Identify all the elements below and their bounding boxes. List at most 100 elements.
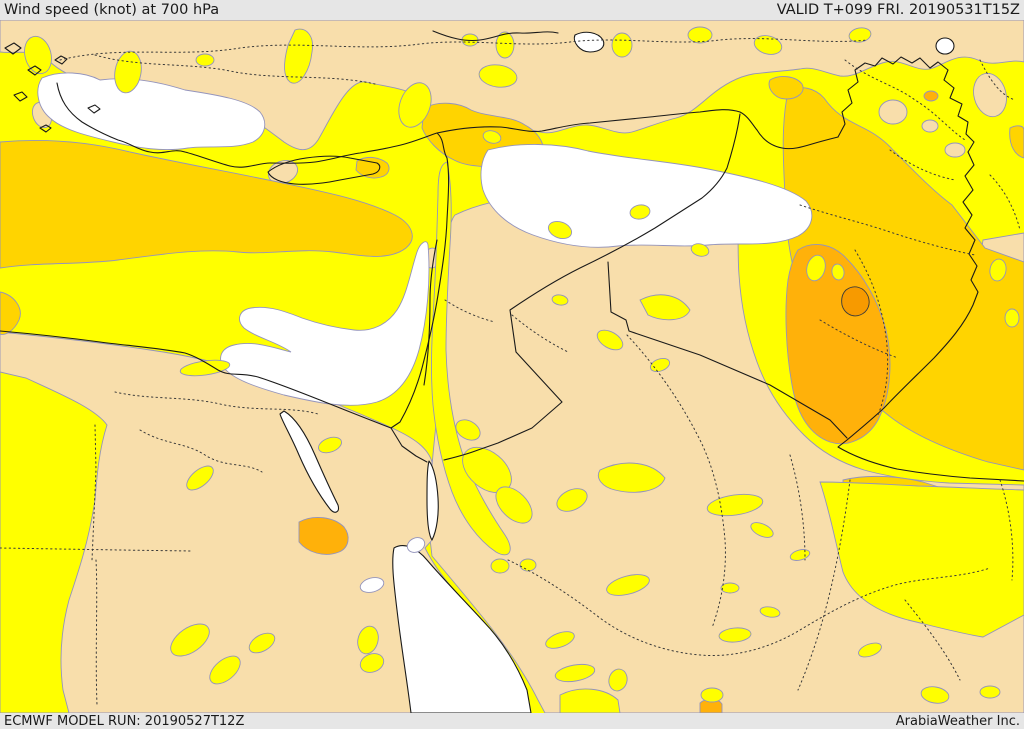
gold-west-mediterranean xyxy=(0,140,413,269)
yellow-spot xyxy=(554,663,596,683)
dotted-egypt-1 xyxy=(91,424,98,706)
yellow-hole xyxy=(806,254,826,282)
yellow-spot xyxy=(195,53,215,67)
yellow-spot xyxy=(284,28,313,84)
map-title: Wind speed (knot) at 700 hPa xyxy=(4,2,220,18)
yellow-spot xyxy=(519,558,537,572)
yellow-spot xyxy=(848,27,872,43)
yellow-hole xyxy=(482,130,502,144)
coastline-cyprus xyxy=(267,155,381,185)
dotted-levant xyxy=(444,299,569,353)
coastline-black-sea xyxy=(432,30,559,42)
white-red-sea xyxy=(392,545,532,713)
wind-speed-map xyxy=(0,20,1024,713)
yellow-spot xyxy=(179,359,231,377)
yellow-spot xyxy=(186,465,214,491)
yellow-spot xyxy=(24,35,52,75)
white-spot-nile xyxy=(406,537,426,553)
dotted-turkey-2 xyxy=(94,54,376,85)
yellow-spot xyxy=(750,522,774,538)
orange-tiny-spot xyxy=(923,90,939,102)
dotted-iran-2 xyxy=(889,59,1021,231)
yellow-spot xyxy=(209,655,241,685)
dotted-saudi-3 xyxy=(789,454,851,691)
yellow-libya-edge xyxy=(0,371,108,713)
yellow-spot xyxy=(551,294,569,306)
dotted-turkey-1 xyxy=(59,38,869,61)
white-spot xyxy=(359,577,385,593)
white-gulf-of-aqaba xyxy=(426,460,439,541)
yellow-cluster xyxy=(495,486,533,524)
gold-patch xyxy=(768,76,804,100)
yellow-spot xyxy=(490,558,510,574)
map-canvas xyxy=(0,20,1024,713)
coastline-aegean-islands xyxy=(4,42,101,133)
yellow-spot xyxy=(398,82,432,128)
yellow-spot xyxy=(989,258,1007,282)
yellow-spot xyxy=(545,631,575,649)
yellow-spot xyxy=(979,685,1001,699)
yellow-saudi-southeast xyxy=(819,481,1024,638)
yellow-spot xyxy=(596,329,624,351)
dotted-iran-3 xyxy=(799,204,976,256)
border-israel-egypt xyxy=(390,427,428,463)
yellow-spot xyxy=(608,668,628,692)
border-caucasus xyxy=(837,56,975,153)
yellow-spot xyxy=(753,35,783,55)
yellow-spot xyxy=(1004,308,1020,328)
dotted-iran-4 xyxy=(819,249,899,416)
yellow-spot xyxy=(318,436,342,454)
yellow-spot xyxy=(759,606,781,618)
yellow-spot xyxy=(629,204,651,220)
yellow-spot xyxy=(789,549,811,561)
white-east-mediterranean xyxy=(220,241,430,406)
border-turkey-south xyxy=(436,109,839,150)
yellow-spot xyxy=(687,26,713,44)
tan-patch xyxy=(944,142,966,158)
coastline-mediterranean xyxy=(0,82,450,429)
yellow-spot xyxy=(700,687,724,703)
tan-patch xyxy=(921,119,939,133)
border-saudi-iraq xyxy=(607,261,848,439)
border-syria-iraq-jordan xyxy=(443,113,741,461)
yellow-spot xyxy=(649,357,671,373)
yellow-hole xyxy=(831,263,845,281)
dotted-saudi-4 xyxy=(904,479,1014,681)
yellow-spot xyxy=(920,686,950,704)
white-lake-tuz xyxy=(573,31,605,53)
yellow-spot xyxy=(559,688,621,713)
yellow-spot xyxy=(248,632,276,654)
yellow-spot xyxy=(690,243,710,257)
yellow-spot xyxy=(597,462,666,493)
model-run-label: ECMWF MODEL RUN: 20190527T12Z xyxy=(4,713,245,729)
yellow-jordan-valley-band xyxy=(431,161,511,556)
yellow-spot xyxy=(359,653,385,673)
yellow-spot xyxy=(639,294,691,321)
deep-orange-spot xyxy=(841,286,870,317)
tan-patch xyxy=(878,99,908,125)
dotted-egypt-3 xyxy=(114,391,319,473)
yellow-spot xyxy=(357,625,379,655)
yellow-spot xyxy=(606,574,650,596)
yellow-spot xyxy=(556,488,588,512)
border-jordan-river xyxy=(423,239,438,386)
white-gulf-of-suez xyxy=(279,410,339,513)
yellow-spot xyxy=(170,623,210,657)
yellow-spot xyxy=(547,220,573,240)
footer-bar: ECMWF MODEL RUN: 20190527T12Z ArabiaWeat… xyxy=(0,713,1024,729)
orange-sinai-south xyxy=(298,516,349,555)
white-south-turkey xyxy=(480,144,813,248)
header-bar: Wind speed (knot) at 700 hPa VALID T+099… xyxy=(0,0,1024,20)
yellow-spot xyxy=(114,50,142,94)
gold-right-edge-patch xyxy=(1009,125,1024,159)
brand-label: ArabiaWeather Inc. xyxy=(895,713,1020,729)
yellow-spot xyxy=(720,582,740,594)
yellow-cluster xyxy=(455,419,481,441)
valid-time-label: VALID T+099 FRI. 20190531T15Z xyxy=(776,2,1020,18)
tan-patch xyxy=(267,160,299,184)
yellow-spot xyxy=(611,32,633,58)
yellow-spot xyxy=(495,31,515,59)
yellow-spot xyxy=(478,64,518,88)
gold-left-edge xyxy=(0,291,21,335)
